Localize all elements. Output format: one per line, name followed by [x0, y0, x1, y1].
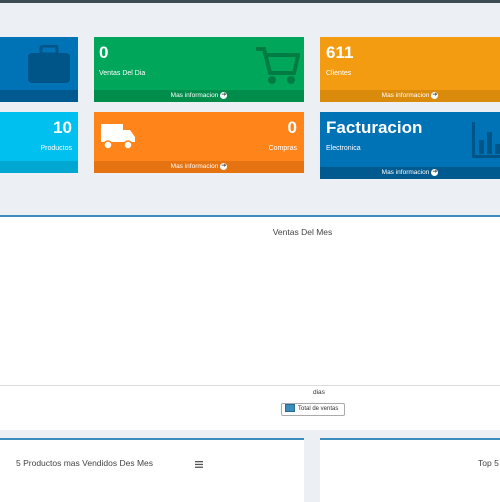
stat-box-productos: 10 Productos — [0, 112, 78, 173]
truck-icon — [101, 124, 135, 150]
stat-label: Clientes — [326, 70, 352, 77]
chart-xlabel: dias — [313, 389, 325, 396]
stat-value: 0 — [99, 43, 109, 62]
more-info-link[interactable]: Mas informacion ➔ — [320, 90, 500, 102]
menu-icon[interactable] — [195, 461, 203, 468]
top-products-title: 5 Productos mas Vendidos Des Mes — [16, 458, 154, 468]
stat-box-facturacion: Facturacion Electronica Mas informacion ➔ — [320, 112, 500, 179]
stat-value: 611 — [326, 43, 354, 62]
stat-box-compras: 0 Compras Mas informacion ➔ — [94, 112, 304, 173]
briefcase-icon — [28, 45, 70, 83]
stat-value: 10 — [53, 118, 72, 137]
chart-divider — [0, 385, 500, 386]
chart-legend[interactable]: Total de ventas — [281, 403, 345, 416]
stat-value: 0 — [287, 118, 297, 137]
stat-box-ventas-dia: 0 Ventas Del Dia Mas informacion ➔ — [94, 37, 304, 102]
stat-box-ventas — [0, 37, 78, 102]
stat-box-clientes: 611 Clientes Mas informacion ➔ — [320, 37, 500, 102]
bar-chart-icon — [472, 122, 500, 158]
arrow-right-icon: ➔ — [220, 91, 228, 99]
legend-swatch — [285, 404, 295, 413]
stat-label: Compras — [268, 145, 297, 152]
more-info-link[interactable] — [0, 90, 78, 102]
more-info-link[interactable]: Mas informacion ➔ — [94, 161, 304, 173]
stat-label: Electronica — [326, 145, 361, 152]
chart-title: Ventas Del Mes — [272, 227, 333, 237]
stat-label: Ventas Del Dia — [99, 70, 146, 77]
arrow-right-icon: ➔ — [220, 162, 228, 170]
top-right-panel: Top 5 — [320, 438, 500, 502]
top-right-title: Top 5 — [478, 458, 499, 468]
arrow-right-icon: ➔ — [431, 168, 439, 176]
more-info-link[interactable]: Mas informacion ➔ — [320, 167, 500, 179]
more-info-link[interactable]: Mas informacion ➔ — [94, 90, 304, 102]
shopping-cart-icon — [256, 47, 300, 84]
stat-label: Productos — [40, 145, 72, 152]
more-info-link[interactable] — [0, 161, 78, 173]
stat-value: Facturacion — [326, 118, 423, 137]
arrow-right-icon: ➔ — [431, 91, 439, 99]
top-navbar — [0, 0, 500, 3]
sales-chart-panel: Ventas Del Mes dias — [0, 215, 500, 430]
top-products-panel: 5 Productos mas Vendidos Des Mes — [0, 438, 304, 502]
legend-label: Total de ventas — [298, 406, 339, 412]
